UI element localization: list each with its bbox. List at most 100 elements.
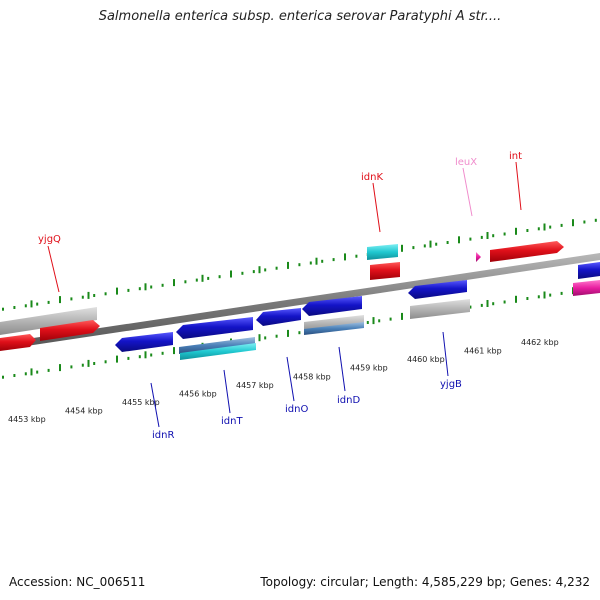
scale-tick (515, 295, 517, 303)
gene-yjgB-grey[interactable] (410, 299, 470, 319)
scale-dot (70, 365, 73, 369)
label-leaders (47, 161, 522, 428)
footer-accession: Accession: NC_006511 (9, 575, 145, 589)
gene-blue-right-edge[interactable] (578, 262, 600, 279)
scale-dot (309, 261, 312, 265)
gene-label-idnT[interactable]: idnT (221, 416, 243, 427)
scale-dot (355, 254, 358, 258)
scale-dot (549, 293, 552, 297)
scale-tick (116, 355, 118, 363)
scale-dot (207, 276, 210, 280)
scale-dot (161, 351, 164, 355)
tick-label: 4462 kbp (521, 338, 559, 347)
tick-label: 4455 kbp (122, 398, 160, 407)
scale-tick (258, 266, 261, 274)
gene-label-idnD[interactable]: idnD (337, 395, 360, 406)
scale-dot (423, 244, 426, 248)
scale-dot (47, 368, 50, 372)
gene-label-idnO[interactable]: idnO (285, 404, 308, 415)
gene-idnO[interactable] (256, 308, 301, 326)
gene-idnT[interactable] (176, 317, 253, 339)
scale-tick (173, 347, 175, 355)
scale-dot (150, 353, 153, 357)
scale-dot (492, 302, 495, 306)
scale-tick (116, 287, 118, 295)
scale-dot (526, 297, 529, 300)
gene-grey-forward-1[interactable] (0, 307, 97, 335)
scale-dot (81, 295, 84, 299)
scale-tick (486, 300, 489, 307)
scale-dot (138, 287, 141, 291)
gene-int[interactable] (490, 241, 564, 262)
scale-tick (144, 351, 147, 359)
scale-dot (93, 362, 96, 365)
scale-dot (503, 232, 506, 236)
scale-dot (150, 285, 153, 289)
scale-tick (515, 227, 517, 235)
gene-label-int[interactable]: int (509, 151, 522, 162)
scale-dot (366, 321, 369, 324)
scale-dot (469, 237, 472, 241)
footer-topology: Topology: circular; Length: 4,585,229 bp… (260, 575, 590, 589)
gene-yjgQ-arrow[interactable] (40, 320, 100, 341)
tick-label: 4454 kbp (65, 406, 103, 415)
scale-dot (264, 268, 267, 272)
scale-dot (583, 220, 586, 224)
scale-tick (287, 329, 289, 337)
scale-dot (2, 375, 4, 379)
gene-leuX-trna[interactable] (476, 252, 481, 262)
accession-label: Accession: (9, 575, 73, 589)
gene-label-leuX[interactable]: leuX (455, 157, 477, 168)
forward-strand-genes (0, 241, 600, 351)
gene-label-yjgQ[interactable]: yjgQ (38, 234, 61, 245)
scale-dot (36, 370, 39, 374)
scale-tick (258, 334, 261, 342)
scale-dot (560, 223, 563, 227)
scale-tick (401, 244, 403, 252)
gene-red-forward-left[interactable] (0, 334, 36, 351)
gene-label-idnK[interactable]: idnK (361, 172, 383, 183)
gene-idnT-cyan[interactable] (180, 343, 256, 360)
length-label: Length: (372, 575, 419, 589)
gene-label-yjgB[interactable]: yjgB (440, 379, 462, 390)
scale-tick (173, 279, 175, 287)
gene-yjgB[interactable] (408, 280, 467, 299)
scale-tick (543, 223, 546, 231)
scale-dot (13, 306, 16, 309)
genome-title: Salmonella enterica subsp. enterica sero… (98, 9, 502, 24)
gene-idnR[interactable] (115, 332, 173, 352)
topology-label: Topology: (260, 575, 317, 589)
scale-dot (104, 360, 107, 364)
scale-dot (332, 258, 335, 262)
gene-idnT-steel[interactable] (179, 337, 255, 354)
scale-tick (87, 359, 90, 367)
scale-tick (144, 283, 147, 291)
scale-dot (378, 319, 381, 323)
scale-tick (486, 232, 489, 239)
scale-dot (241, 271, 244, 275)
scale-dot (2, 307, 4, 311)
scale-dot (47, 300, 50, 304)
scale-dot (412, 246, 415, 250)
gene-idnD[interactable] (302, 296, 362, 316)
scale-dot (127, 356, 130, 360)
scale-tick (230, 270, 232, 278)
scale-tick (572, 219, 574, 227)
scale-dot (298, 331, 301, 335)
gene-idnD-steel[interactable] (304, 322, 364, 335)
scale-dot (252, 270, 255, 274)
gene-magenta-right-edge[interactable] (573, 280, 600, 296)
scale-dot (549, 225, 552, 229)
gene-label-idnR[interactable]: idnR (152, 430, 174, 441)
gene-idnK-rna[interactable] (367, 244, 398, 260)
gene-labels: yjgQ idnK leuX int idnR idnT idnO idnD y… (38, 151, 522, 441)
scale-tick (315, 257, 318, 265)
scale-dot (70, 297, 73, 301)
forward-scale-track (2, 218, 597, 311)
scale-tick (429, 240, 432, 248)
scale-tick (201, 274, 204, 282)
scale-dot (298, 263, 301, 267)
scale-dot (24, 372, 27, 376)
gene-idnK[interactable] (370, 262, 400, 280)
